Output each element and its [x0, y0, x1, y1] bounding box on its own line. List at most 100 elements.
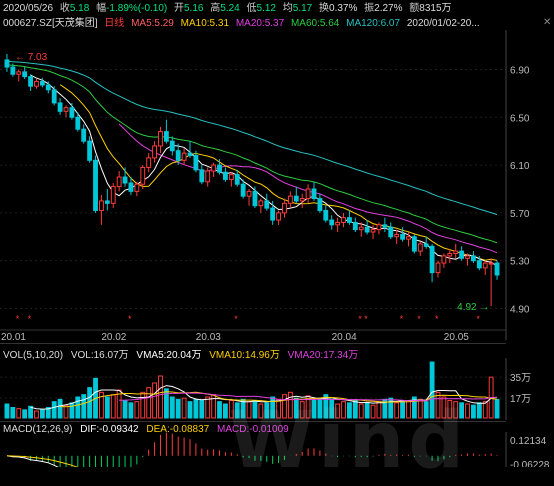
candle: [270, 207, 276, 221]
candle: [175, 150, 181, 161]
price-chart[interactable]: 6.906.506.105.705.304.90← 7.034.92 →* * * *…: [0, 30, 554, 340]
candle: [169, 140, 175, 152]
volume-bar: [494, 398, 500, 419]
high-label: 高: [210, 3, 221, 14]
volume-bar: [22, 409, 28, 419]
volume-bar: [459, 402, 465, 419]
candle: [323, 209, 329, 221]
candle: [110, 186, 116, 204]
price-tick-label: 6.50: [510, 113, 530, 124]
candle: [57, 102, 63, 112]
candle: [51, 89, 57, 104]
volume-bar: [394, 402, 400, 419]
candle: [352, 221, 358, 231]
candle: [471, 255, 476, 262]
volume-bar: [240, 398, 246, 419]
volume-bar: [429, 361, 435, 419]
candle: [234, 174, 240, 185]
date-tick-label: 20.02: [101, 332, 126, 340]
volume-bar: [282, 394, 287, 419]
price-tick-label: 6.90: [510, 65, 530, 76]
volume-tick-label: 35万: [510, 373, 531, 384]
volume-bar: [287, 391, 293, 419]
candle: [34, 80, 39, 87]
candle: [335, 221, 341, 226]
candle: [223, 171, 228, 180]
candle: [116, 176, 122, 188]
candle: [423, 243, 429, 247]
volume-bar: [51, 401, 57, 419]
wind-watermark: Wind: [228, 396, 469, 486]
open-label: 开: [174, 3, 185, 14]
close-value: 5.18: [69, 3, 90, 14]
volume-bar: [87, 387, 93, 419]
candle: [228, 174, 234, 180]
dif-value: DIF:-0.09342: [80, 424, 139, 435]
volume-bar: [152, 382, 157, 419]
candle: [311, 188, 317, 200]
macd-chart[interactable]: 0.12134 -0.06228: [0, 432, 554, 467]
volume-bar: [358, 403, 364, 419]
ma60-line: [6, 64, 498, 244]
volume-bar: [45, 407, 51, 419]
signal-marker: *: [16, 314, 20, 324]
volume-bar: [181, 397, 187, 419]
signal-marker: *: [435, 314, 439, 324]
candle: [329, 219, 335, 226]
candle: [93, 159, 98, 211]
volume-bar: [205, 396, 211, 419]
volume-bar: [163, 388, 169, 419]
volume-bar: [34, 410, 39, 419]
candle: [453, 250, 459, 255]
candle: [282, 202, 287, 214]
volume-bar: [75, 396, 81, 419]
volume-bar: [16, 408, 22, 419]
candle: [465, 255, 470, 259]
volume-chart[interactable]: 35万 17万: [0, 358, 554, 420]
candle: [39, 80, 45, 86]
period-label[interactable]: 日线: [104, 18, 125, 29]
volume-bar: [81, 394, 87, 419]
volume-bar: [175, 398, 181, 419]
volume-bar: [299, 401, 305, 419]
amplitude-label: 振: [364, 3, 375, 14]
ma20-label: MA20:5.37: [235, 18, 285, 29]
volume-bar: [57, 398, 63, 419]
volume-tick-label: 17万: [510, 394, 531, 405]
signal-marker: *: [28, 314, 32, 324]
candle: [99, 200, 104, 211]
candle: [10, 66, 16, 75]
avg-value: 5.17: [292, 3, 313, 14]
volume-bar: [293, 397, 299, 419]
candle: [240, 183, 246, 197]
signal-marker: *: [400, 314, 404, 324]
vol-indicator-name: VOL(5,10,20): [3, 350, 64, 361]
candle: [258, 200, 264, 207]
volume-bar: [28, 405, 33, 419]
volume-bar: [417, 398, 423, 419]
ma-header-row: 000627.SZ[天茂集团] 日线 MA5:5.29 MA10:5.31 MA…: [3, 17, 484, 31]
candle: [276, 212, 281, 221]
candle: [394, 233, 400, 238]
candle: [87, 140, 93, 161]
candle: [199, 169, 205, 183]
volume-bar: [39, 409, 45, 419]
volume-bar: [69, 402, 75, 419]
turnover-label: 换: [319, 3, 330, 14]
volume-bar: [223, 403, 228, 419]
candle: [341, 217, 346, 223]
close-icon[interactable]: ✕: [543, 17, 552, 28]
ma120-label: MA120:6.07: [346, 18, 401, 29]
volume-bar: [122, 400, 128, 419]
macd-indicator-name: MACD(12,26,9): [3, 424, 73, 435]
quote-date: 2020/05/26: [3, 3, 54, 14]
volume-bar: [217, 401, 222, 419]
volume-bar: [228, 400, 234, 419]
candle: [193, 155, 199, 171]
vma20-line: [119, 392, 498, 402]
candle: [122, 176, 128, 184]
candle: [317, 198, 323, 211]
candle: [370, 229, 376, 233]
amount-label: 额: [409, 3, 420, 14]
open-value: 5.16: [184, 3, 204, 14]
